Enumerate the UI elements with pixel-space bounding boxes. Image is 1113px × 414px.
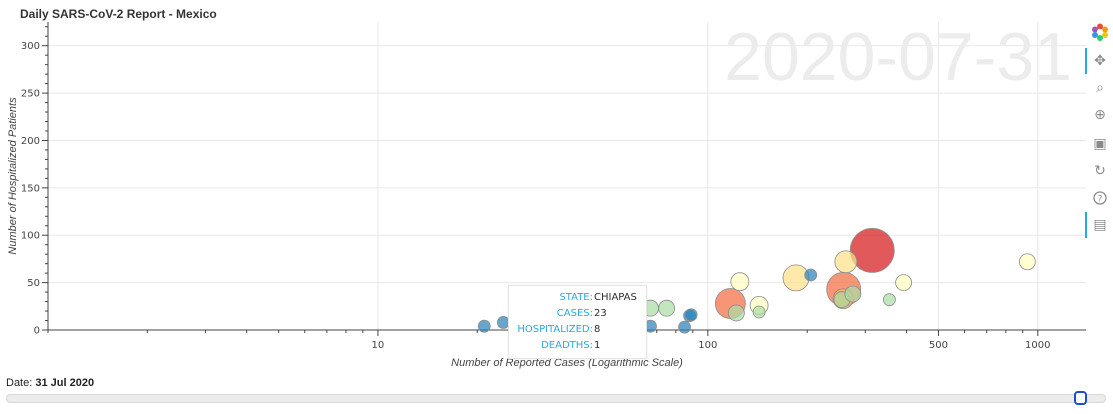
help-icon[interactable]: ? — [1090, 188, 1110, 208]
save-icon[interactable]: ▣ — [1093, 136, 1107, 152]
tooltip-label: DEADTHS: — [541, 340, 593, 351]
y-tick-label: 150 — [21, 183, 40, 194]
data-point — [849, 227, 895, 273]
chart-title: Daily SARS-CoV-2 Report - Mexico — [20, 7, 217, 21]
y-tick-label: 250 — [21, 89, 40, 100]
tooltip-value: CHIAPAS — [594, 292, 637, 303]
data-point — [727, 304, 745, 322]
date-slider-value: 31 Jul 2020 — [35, 377, 95, 389]
y-tick-label: 200 — [21, 136, 40, 147]
data-point — [1018, 253, 1036, 271]
bokeh-logo-icon[interactable] — [1090, 22, 1110, 42]
tooltip-row: HOSPITALIZED: 8 — [509, 324, 646, 338]
date-watermark: 2020-07-31 — [724, 19, 1072, 95]
data-point — [730, 272, 750, 292]
data-point — [658, 299, 676, 317]
tooltip-value: 8 — [594, 324, 601, 335]
data-point — [804, 268, 818, 282]
tooltip-label: HOSPITALIZED: — [517, 324, 593, 335]
y-tick-label: 50 — [27, 278, 40, 289]
tooltip-value: 1 — [594, 340, 601, 351]
tooltip-row: STATE: CHIAPAS — [509, 292, 646, 306]
x-tick-label: 500 — [929, 340, 948, 351]
x-axis-label: Number of Reported Cases (Logarithmic Sc… — [451, 357, 683, 369]
box-zoom-icon[interactable]: ⌕ — [1096, 80, 1104, 96]
hover-icon[interactable]: ▤ — [1093, 217, 1107, 233]
tooltip-row: CASES: 23 — [509, 308, 646, 322]
data-point — [834, 250, 858, 274]
y-axis-label: Number of Hospitalized Patients — [7, 97, 19, 255]
wheel-zoom-icon[interactable]: ⊕ — [1094, 107, 1106, 123]
tooltip-row: DEADTHS: 1 — [509, 340, 646, 354]
y-tick-label: 300 — [21, 41, 40, 52]
date-slider-track[interactable] — [6, 394, 1106, 403]
data-point — [678, 320, 691, 334]
data-point — [477, 319, 491, 333]
hover-tooltip: STATE: CHIAPAS CASES: 23 HOSPITALIZED: 8… — [508, 285, 647, 359]
x-tick-label: 100 — [698, 340, 717, 351]
date-slider-label: Date: — [6, 377, 36, 389]
date-slider-handle[interactable] — [1074, 391, 1088, 405]
data-point — [752, 305, 766, 319]
x-tick-label: 1000 — [1025, 340, 1050, 351]
pan-icon[interactable]: ✥ — [1094, 53, 1106, 69]
y-tick-label: 0 — [34, 326, 40, 337]
tooltip-label: CASES: — [556, 308, 593, 319]
y-tick-label: 100 — [21, 231, 40, 242]
tooltip-label: STATE: — [559, 292, 593, 303]
data-point — [844, 285, 862, 303]
svg-text:?: ? — [1098, 195, 1103, 205]
reset-icon[interactable]: ↻ — [1094, 163, 1106, 179]
data-point — [895, 274, 913, 292]
date-slider-title: Date: 31 Jul 2020 — [6, 377, 94, 389]
tooltip-value: 23 — [594, 308, 607, 319]
data-point — [684, 308, 698, 322]
x-tick-label: 10 — [372, 340, 385, 351]
data-point — [882, 293, 896, 307]
